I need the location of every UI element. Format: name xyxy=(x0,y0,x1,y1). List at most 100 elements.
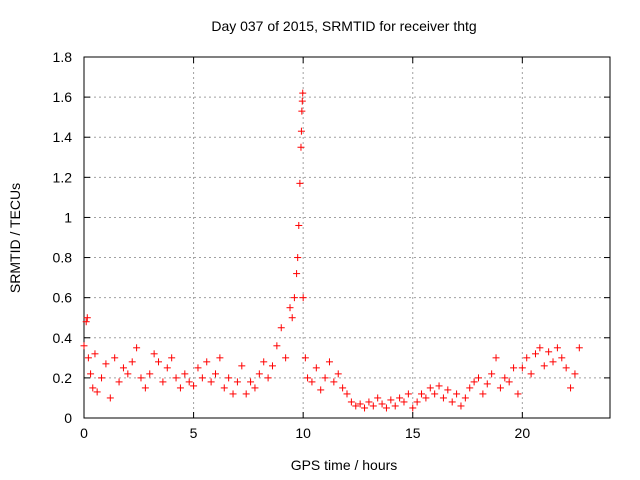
data-point xyxy=(286,304,294,312)
data-point xyxy=(172,374,180,382)
data-point xyxy=(365,398,373,406)
data-point xyxy=(387,396,395,404)
data-point xyxy=(225,374,233,382)
y-tick-label: 1.6 xyxy=(53,89,73,105)
data-point xyxy=(220,384,228,392)
x-tick-label: 15 xyxy=(405,425,421,441)
data-point xyxy=(382,404,390,412)
y-tick-label: 1.4 xyxy=(53,129,73,145)
data-point xyxy=(448,398,456,406)
data-point xyxy=(347,398,355,406)
data-point xyxy=(404,390,412,398)
data-point xyxy=(571,370,579,378)
axis-ticks xyxy=(83,56,610,419)
data-point xyxy=(282,354,290,362)
data-point xyxy=(260,358,268,366)
data-point xyxy=(150,350,158,358)
data-point xyxy=(301,354,309,362)
data-point xyxy=(207,378,215,386)
data-point xyxy=(422,394,430,402)
data-point xyxy=(298,107,306,115)
data-point xyxy=(83,314,91,322)
data-point xyxy=(133,344,141,352)
data-point xyxy=(536,344,544,352)
data-point xyxy=(251,384,259,392)
data-point xyxy=(212,370,219,378)
data-point xyxy=(163,364,171,372)
x-axis-label: GPS time / hours xyxy=(291,457,398,473)
data-point xyxy=(396,394,404,402)
data-point xyxy=(461,394,469,402)
data-points xyxy=(80,89,583,412)
data-point xyxy=(444,386,452,394)
data-point xyxy=(501,374,509,382)
y-tick-label: 0 xyxy=(64,410,72,426)
data-point xyxy=(418,390,426,398)
data-point xyxy=(290,294,298,302)
data-point xyxy=(317,386,325,394)
data-point xyxy=(141,384,149,392)
data-point xyxy=(312,364,320,372)
data-point xyxy=(356,400,364,408)
data-point xyxy=(80,342,88,350)
data-point xyxy=(242,390,250,398)
data-point xyxy=(84,354,92,362)
data-point xyxy=(297,127,305,135)
data-point xyxy=(111,354,119,362)
data-point xyxy=(229,390,237,398)
data-point xyxy=(264,374,272,382)
y-tick-label: 1.8 xyxy=(53,49,73,65)
data-point xyxy=(190,382,198,390)
data-point xyxy=(293,270,301,278)
data-point xyxy=(288,314,296,322)
data-point xyxy=(431,390,439,398)
data-point xyxy=(298,97,306,105)
data-point xyxy=(426,384,434,392)
data-point xyxy=(343,390,351,398)
data-point xyxy=(400,398,408,406)
data-point xyxy=(369,402,377,410)
data-point xyxy=(273,342,281,350)
data-point xyxy=(102,360,110,368)
data-point xyxy=(299,294,307,302)
data-point xyxy=(146,370,154,378)
data-point xyxy=(255,370,263,378)
data-point xyxy=(299,89,307,97)
data-point xyxy=(82,318,90,326)
data-point xyxy=(470,378,478,386)
data-point xyxy=(575,344,583,352)
x-tick-label: 5 xyxy=(190,425,198,441)
data-point xyxy=(439,394,447,402)
gridlines xyxy=(84,57,610,418)
data-point xyxy=(545,348,553,356)
data-point xyxy=(296,179,304,187)
data-point xyxy=(98,374,106,382)
data-point xyxy=(553,344,561,352)
data-point xyxy=(330,378,338,386)
data-point xyxy=(531,350,539,358)
data-point xyxy=(374,394,382,402)
data-point xyxy=(391,402,399,410)
data-point xyxy=(308,378,316,386)
data-point xyxy=(435,382,443,390)
data-point xyxy=(155,358,163,366)
y-tick-label: 1 xyxy=(64,209,72,225)
data-point xyxy=(159,378,167,386)
x-tick-label: 20 xyxy=(515,425,531,441)
data-point xyxy=(176,384,184,392)
data-point xyxy=(562,364,570,372)
data-point xyxy=(567,384,575,392)
data-point xyxy=(325,358,333,366)
data-point xyxy=(549,358,557,366)
y-tick-labels: 0 0.2 0.4 0.6 0.8 1 1.2 1.4 1.6 1.8 xyxy=(53,49,73,426)
y-axis-label: SRMTID / TECUs xyxy=(7,183,23,293)
data-point xyxy=(496,384,504,392)
data-point xyxy=(505,378,513,386)
x-tick-labels: 0 5 10 15 20 xyxy=(80,425,530,441)
data-point xyxy=(453,390,461,398)
data-point xyxy=(466,384,474,392)
data-point xyxy=(523,354,531,362)
data-point xyxy=(304,374,312,382)
data-point xyxy=(352,402,360,410)
